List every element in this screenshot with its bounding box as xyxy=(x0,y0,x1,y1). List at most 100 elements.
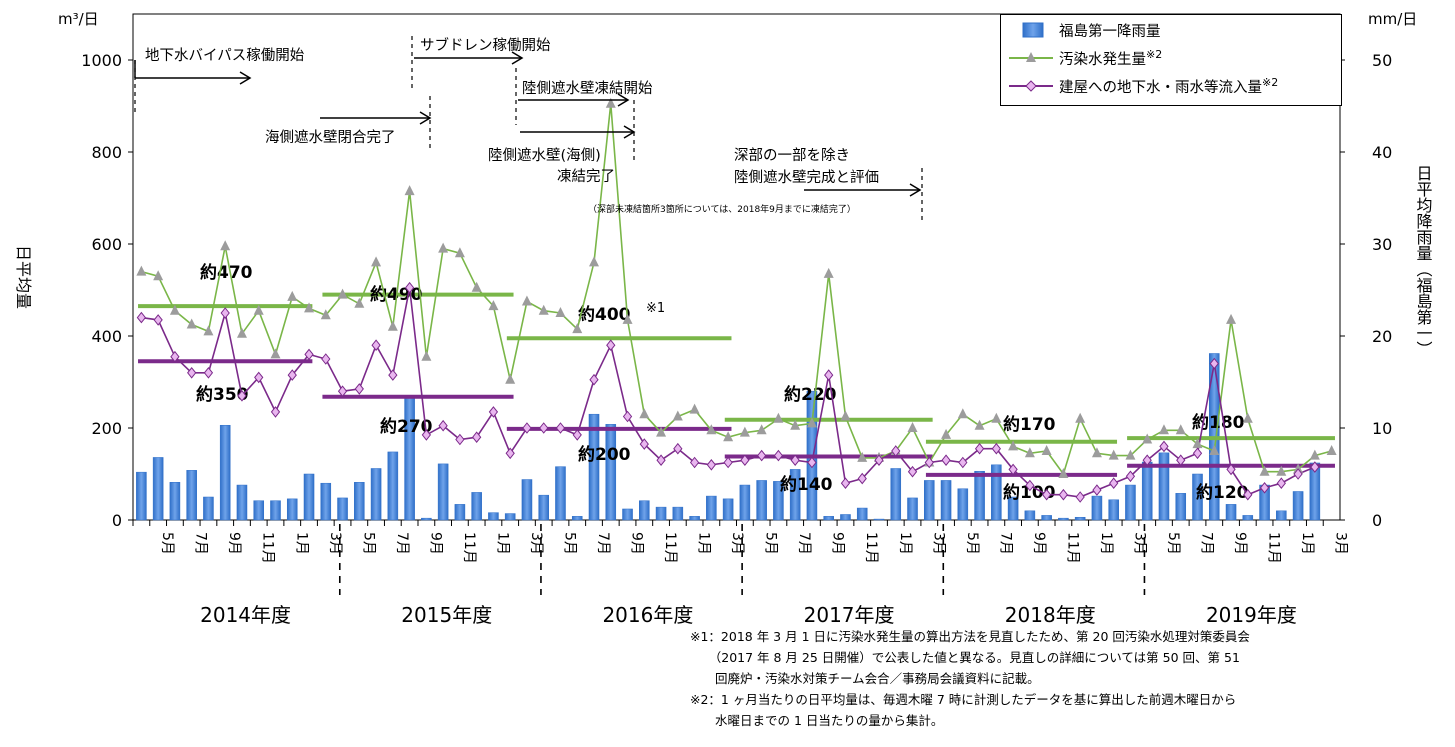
inflow-point xyxy=(203,366,214,379)
inflow-point xyxy=(941,454,951,467)
inflow-point xyxy=(907,465,918,478)
generated-point xyxy=(387,320,398,331)
event-arrow-head xyxy=(617,93,630,107)
rain-bar xyxy=(1041,515,1052,521)
generated-point xyxy=(488,300,499,311)
legend-inflow-mark: ※2 xyxy=(1262,75,1279,89)
rain-bar xyxy=(286,498,298,521)
inflow-point xyxy=(187,366,197,379)
x-tick-label: 9月 xyxy=(830,532,846,555)
y-right-tick: 20 xyxy=(1372,327,1392,346)
rain-bar xyxy=(370,468,382,521)
rain-bar xyxy=(940,480,952,521)
generated-point xyxy=(941,428,952,439)
rain-bar xyxy=(354,482,365,521)
generated-point xyxy=(287,290,298,301)
x-tick-label: 7月 xyxy=(394,532,410,555)
generated-point xyxy=(656,426,667,437)
y-left-tick: 200 xyxy=(91,419,122,438)
x-tick-label: 5月 xyxy=(360,532,376,555)
inflow-point xyxy=(773,449,784,462)
inflow-point xyxy=(170,350,180,363)
inflow-point xyxy=(1109,477,1119,490)
generated-point xyxy=(1309,449,1320,460)
rain-bar xyxy=(1091,495,1103,521)
average-label: 約140 xyxy=(780,474,833,495)
rain-bar xyxy=(387,451,399,521)
inflow-point xyxy=(757,449,767,462)
rain-bar xyxy=(203,496,214,521)
inflow-point xyxy=(555,422,566,434)
x-tick-label: 11月 xyxy=(662,532,678,564)
rain-bar xyxy=(236,484,248,521)
legend-generated-label: 汚染水発生量※2 xyxy=(1059,47,1163,68)
generated-point xyxy=(1276,465,1287,476)
average-label: 約270 xyxy=(380,416,433,437)
inflow-point xyxy=(321,353,331,365)
generated-point xyxy=(1125,449,1136,460)
generated-point xyxy=(438,242,449,253)
x-tick-label: 7月 xyxy=(595,532,611,555)
y-right-unit: mm/日 xyxy=(1368,10,1417,28)
generated-point xyxy=(706,424,717,435)
generated-point xyxy=(169,304,180,315)
x-tick-label: 5月 xyxy=(159,532,175,555)
generated-point xyxy=(1058,468,1069,478)
generated-point xyxy=(186,318,197,329)
fiscal-year-label: 2014年度 xyxy=(200,603,291,627)
footnote-line: ※1：2018 年 3 月 1 日に汚染水発生量の算出方法を見直したため、第 2… xyxy=(690,629,1250,644)
legend-generated: 汚染水発生量※2 xyxy=(1009,45,1162,71)
rain-bar xyxy=(840,514,851,521)
inflow-point xyxy=(472,431,482,444)
inflow-point xyxy=(237,389,247,402)
generated-point xyxy=(1209,445,1220,455)
generated-point xyxy=(1142,433,1153,444)
inflow-point xyxy=(438,419,448,432)
footnote-line: （2017 年 8 月 25 日開催）で公表した値と異なる。見直しの詳細について… xyxy=(690,650,1240,665)
inflow-point xyxy=(639,438,649,450)
inflow-point xyxy=(1243,488,1253,501)
inflow-point xyxy=(891,445,901,457)
inflow-point xyxy=(304,348,314,361)
generated-point xyxy=(605,97,616,108)
inflow-point xyxy=(606,339,616,352)
generated-point xyxy=(421,350,432,361)
generated-point xyxy=(454,247,465,258)
generated-point xyxy=(153,270,164,281)
x-tick-label: 11月 xyxy=(260,532,276,564)
footnote-line: 水曜日までの 1 日当たりの量から集計。 xyxy=(690,713,944,728)
fiscal-year-label: 2015年度 xyxy=(401,603,492,627)
x-tick-label: 9月 xyxy=(226,532,242,555)
inflow-point xyxy=(807,456,817,469)
rain-bar xyxy=(856,507,868,521)
event-annotation: 地下水バイパス稼働開始 xyxy=(145,47,305,64)
rain-bar xyxy=(672,506,684,521)
inflow-point xyxy=(404,281,415,294)
x-tick-label: 5月 xyxy=(964,532,980,555)
generated-point xyxy=(622,313,633,324)
rain-bar xyxy=(655,506,667,521)
y-right-tick: 40 xyxy=(1372,143,1392,162)
rain-bar xyxy=(1024,510,1036,521)
generated-point xyxy=(689,403,700,414)
average-label: 約220 xyxy=(784,384,837,405)
rain-bar xyxy=(1242,515,1254,521)
rain-bar xyxy=(1276,510,1287,521)
inflow-point xyxy=(153,314,163,326)
rain-bar xyxy=(1225,504,1237,521)
event-annotation: 深部の一部を除き xyxy=(734,147,850,164)
y-left-tick: 600 xyxy=(91,235,122,254)
generated-point xyxy=(1075,412,1086,423)
event-annotation: （深部未凍結箇所3箇所については、2018年9月までに凍結完了） xyxy=(588,203,856,215)
rain-bar xyxy=(136,471,147,521)
generated-point xyxy=(589,256,600,267)
x-tick-label: 3月 xyxy=(1131,532,1147,555)
rain-bar xyxy=(219,424,231,521)
generated-point xyxy=(136,265,147,276)
y-left-tick: 400 xyxy=(91,327,122,346)
inflow-point xyxy=(1058,488,1069,501)
rain-bar xyxy=(152,457,164,521)
rain-bar xyxy=(706,495,717,521)
inflow-point xyxy=(1041,488,1052,501)
rain-bar xyxy=(538,494,549,521)
